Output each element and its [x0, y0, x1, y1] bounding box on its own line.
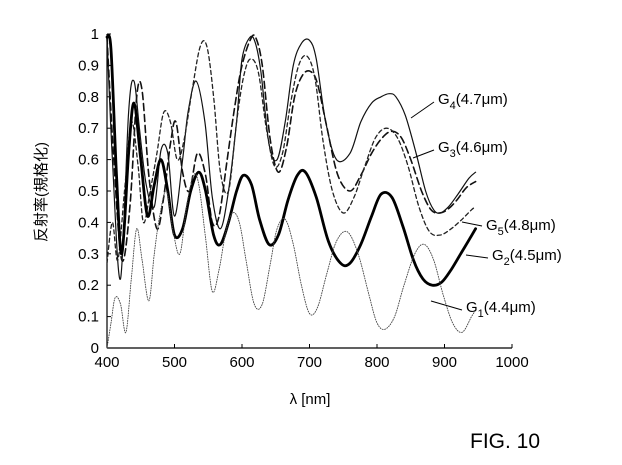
- series-label-suffix: (4.5μm): [510, 247, 562, 264]
- series-label-text: G3(4.6μm): [438, 139, 508, 160]
- series-label-text: G4(4.7μm): [438, 91, 508, 112]
- series-lines: [107, 35, 476, 348]
- series-label-suffix: (4.4μm): [484, 299, 536, 316]
- y-tick-label: 0.6: [78, 152, 99, 169]
- leader-line: [411, 102, 434, 118]
- series-label-main: G: [438, 139, 450, 156]
- series-label-suffix: (4.6μm): [456, 139, 508, 156]
- y-tick-label: 0.3: [78, 246, 99, 263]
- y-tick-label: 0: [91, 340, 99, 357]
- x-tick-label: 600: [229, 354, 254, 371]
- series-label-main: G: [492, 247, 504, 264]
- series-label-suffix: (4.8μm): [504, 217, 556, 234]
- x-tick-label: 800: [364, 354, 389, 371]
- y-tick-label: 0.5: [78, 183, 99, 200]
- series-label-main: G: [438, 91, 450, 108]
- leader-line: [431, 301, 462, 310]
- series-line-g2: [107, 36, 476, 286]
- x-tick-label: 500: [162, 354, 187, 371]
- y-tick-label: 0.1: [78, 309, 99, 326]
- x-tick-label: 1000: [495, 354, 528, 371]
- series-label-g1: G1(4.4μm): [431, 299, 536, 320]
- leader-line: [466, 255, 488, 258]
- series-label-text: G1(4.4μm): [466, 299, 536, 320]
- y-tick-label: 0.8: [78, 89, 99, 106]
- series-label-main: G: [466, 299, 478, 316]
- series-label-suffix: (4.7μm): [456, 91, 508, 108]
- figure-label: FIG. 10: [470, 430, 540, 453]
- series-label-g3: G3(4.6μm): [413, 139, 508, 160]
- series-line-g1: [107, 174, 476, 348]
- x-tick-label: 900: [432, 354, 457, 371]
- y-tick-label: 0.7: [78, 120, 99, 137]
- series-label-main: G: [486, 217, 498, 234]
- y-tick-label: 1: [91, 26, 99, 43]
- x-axis-label: λ [nm]: [290, 391, 331, 408]
- series-label-text: G5(4.8μm): [486, 217, 556, 238]
- y-axis-label: 反射率(規格化): [33, 142, 50, 242]
- y-tick-label: 0.9: [78, 57, 99, 74]
- series-label-g4: G4(4.7μm): [411, 91, 508, 118]
- series-line-g3: [107, 35, 476, 261]
- y-tick-label: 0.4: [78, 214, 99, 231]
- series-label-g2: G2(4.5μm): [466, 247, 562, 268]
- series-line-g4: [107, 36, 476, 279]
- y-tick-label: 0.2: [78, 277, 99, 294]
- series-label-text: G2(4.5μm): [492, 247, 562, 268]
- leader-line: [462, 222, 482, 226]
- x-tick-label: 700: [297, 354, 322, 371]
